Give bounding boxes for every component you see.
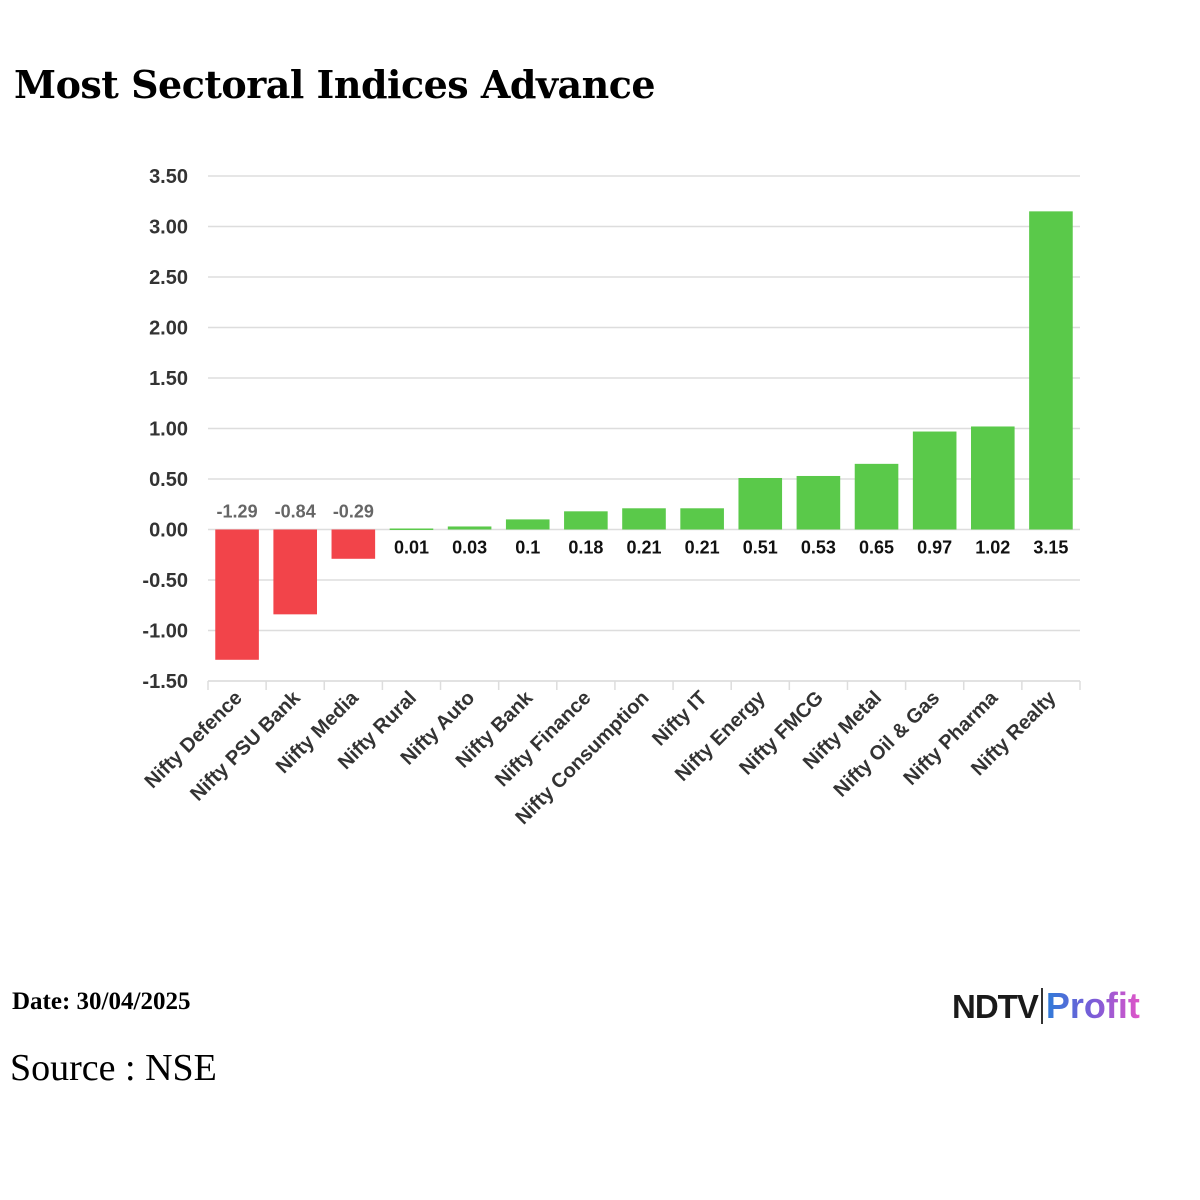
data-label: -0.84	[275, 502, 316, 522]
data-label: 1.02	[975, 538, 1010, 558]
bar	[796, 475, 841, 530]
data-label: 0.21	[626, 538, 661, 558]
y-tick-label: 2.00	[149, 318, 188, 340]
data-label: 3.15	[1033, 538, 1068, 558]
bar	[389, 528, 434, 530]
bar	[622, 508, 666, 530]
bar-chart: 3.50 3.00 2.50 2.00 1.50 1.00 0.50 0.00 -0.50 -1.…	[141, 166, 1081, 829]
data-label: 0.21	[685, 538, 720, 558]
logo-brand: NDTV	[952, 988, 1039, 1025]
bar	[680, 508, 724, 530]
y-tick-label: -1.50	[142, 671, 188, 693]
y-tick-label: 1.00	[149, 419, 188, 441]
data-label: 0.03	[452, 538, 487, 558]
x-category-label: Nifty Defence	[141, 687, 247, 793]
data-label: -1.29	[217, 502, 258, 522]
data-label: 0.01	[394, 538, 429, 558]
y-tick-label: 3.00	[149, 217, 188, 239]
logo-divider	[1040, 988, 1043, 1024]
data-label: -0.29	[333, 502, 374, 522]
ndtv-profit-logo: NDTV Profit	[952, 985, 1140, 1029]
chart-title: Most Sectoral Indices Advance	[14, 62, 656, 107]
data-label: 0.97	[917, 538, 952, 558]
source-label: Source : NSE	[10, 1047, 217, 1089]
y-tick-label: 0.00	[149, 520, 188, 542]
bar	[912, 431, 957, 530]
bar	[1029, 211, 1073, 530]
bar	[273, 529, 317, 615]
bar	[738, 477, 783, 530]
bar	[854, 463, 899, 530]
y-tick-label: 1.50	[149, 368, 188, 390]
data-label: 0.65	[859, 538, 894, 558]
data-label: 0.18	[568, 538, 603, 558]
y-tick-label: 2.50	[149, 267, 188, 289]
y-tick-label: -1.00	[142, 621, 188, 643]
data-label: 0.53	[801, 538, 836, 558]
y-tick-label: -0.50	[142, 570, 188, 592]
date-label: Date: 30/04/2025	[12, 988, 191, 1015]
bar	[331, 529, 376, 559]
y-tick-label: 3.50	[149, 166, 188, 188]
bar	[447, 526, 492, 530]
bar	[971, 426, 1015, 530]
bar	[215, 529, 259, 660]
bar	[564, 511, 608, 530]
logo-product: Profit	[1045, 985, 1140, 1026]
bar	[505, 519, 550, 530]
data-label: 0.51	[743, 538, 778, 558]
y-tick-label: 0.50	[149, 469, 188, 491]
x-category-label: Nifty Oil & Gas	[830, 687, 945, 802]
data-label: 0.1	[515, 538, 540, 558]
